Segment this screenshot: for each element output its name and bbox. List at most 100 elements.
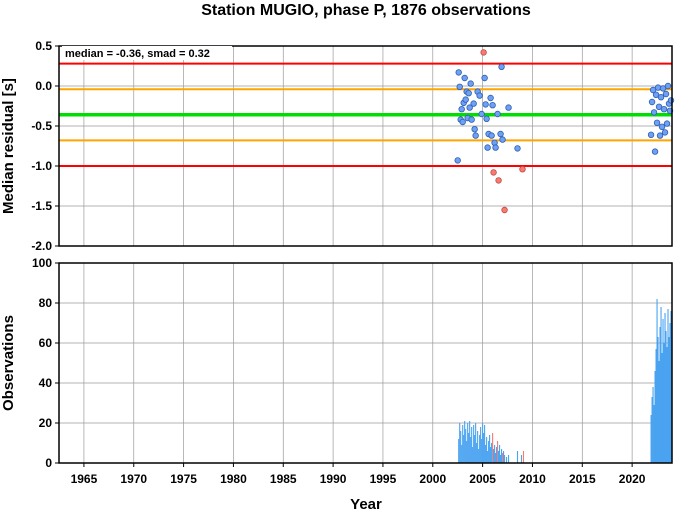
residual-point xyxy=(647,131,655,138)
residual-point xyxy=(667,97,675,104)
x-tick-label: 2000 xyxy=(419,472,446,486)
residual-point xyxy=(467,80,474,87)
observation-bar xyxy=(651,397,653,463)
observations-plot-background xyxy=(59,263,672,463)
residual-y-tick-label: 0.0 xyxy=(35,79,52,93)
residual-point xyxy=(656,132,664,139)
observation-bar xyxy=(458,439,460,463)
observation-bar xyxy=(653,405,655,463)
x-tick-label: 2010 xyxy=(519,472,546,486)
residual-point xyxy=(660,105,668,113)
observation-bar xyxy=(662,319,664,463)
observation-bar xyxy=(468,433,470,463)
observation-bar xyxy=(660,307,662,463)
observation-bar xyxy=(493,449,495,463)
observation-bar xyxy=(484,425,486,463)
observation-bar xyxy=(491,443,493,463)
observations-y-tick-label: 100 xyxy=(32,256,52,270)
observation-bar xyxy=(476,443,478,463)
observation-bar xyxy=(655,349,657,463)
observation-bar xyxy=(668,337,670,463)
observation-bar xyxy=(658,361,660,463)
observations-y-axis-label: Observations xyxy=(0,315,17,411)
x-tick-label: 1970 xyxy=(120,472,147,486)
residual-plot-background xyxy=(59,46,672,246)
observation-bar xyxy=(494,445,496,463)
residual-point xyxy=(655,103,663,110)
observation-bar xyxy=(502,451,505,463)
observation-bar xyxy=(480,427,482,463)
residual-point xyxy=(487,94,494,102)
observations-y-tick-label: 40 xyxy=(39,376,53,390)
observations-grid xyxy=(59,262,672,464)
observation-bar xyxy=(665,331,667,463)
x-axis-label: Year xyxy=(350,496,382,511)
residual-point xyxy=(455,69,462,76)
observation-bar xyxy=(482,423,484,463)
residual-reference-lines xyxy=(59,62,672,167)
residual-point xyxy=(648,98,656,106)
residual-point xyxy=(492,144,499,151)
residual-point xyxy=(462,96,469,103)
residual-point xyxy=(456,83,463,90)
observations-y-tick-label: 20 xyxy=(39,416,53,430)
observation-bar xyxy=(471,427,473,463)
observation-bar xyxy=(650,415,652,463)
residual-point xyxy=(461,74,468,82)
outlier-point xyxy=(495,177,502,184)
observation-bar xyxy=(489,435,491,463)
observation-bar xyxy=(470,437,472,463)
observation-bar xyxy=(459,423,461,463)
x-tick-label: 1985 xyxy=(270,472,297,486)
observations-y-tick-label: 80 xyxy=(39,296,53,310)
observation-bar xyxy=(498,451,500,463)
outlier-bar xyxy=(522,451,525,463)
observations-y-tick-label: 60 xyxy=(39,336,53,350)
residual-point xyxy=(476,92,483,99)
residual-point xyxy=(470,100,477,107)
observation-bar xyxy=(516,451,519,463)
residual-y-axis-label: Median residual [s] xyxy=(0,78,17,214)
observation-bar xyxy=(465,429,467,463)
observation-bar xyxy=(661,353,663,463)
observation-bar xyxy=(652,387,654,463)
residual-point xyxy=(505,104,512,111)
outlier-bar xyxy=(497,441,499,463)
observation-bar xyxy=(469,421,471,463)
x-tick-label: 2015 xyxy=(569,472,596,486)
residual-point xyxy=(471,125,478,133)
residual-panel: 0.5 0.0 -0.5 -1.0 -1.5 -2.0 median = -0.36, s… xyxy=(0,39,675,253)
observation-bar xyxy=(460,431,462,463)
observation-bar xyxy=(501,449,503,463)
observation-bar xyxy=(478,449,480,463)
x-tick-label: 1995 xyxy=(370,472,397,486)
residual-point xyxy=(657,93,665,101)
observations-y-ticks: 0 20 40 60 80 100 xyxy=(32,256,59,470)
x-tick-label: 2020 xyxy=(619,472,646,486)
residual-y-tick-label: 0.5 xyxy=(35,39,52,53)
observation-bar xyxy=(472,447,474,463)
observation-bar xyxy=(656,299,658,463)
residual-point xyxy=(488,132,495,139)
residual-point xyxy=(498,63,505,70)
residual-point xyxy=(454,157,461,164)
residual-point xyxy=(659,85,667,92)
outlier-point xyxy=(519,165,526,173)
residual-point xyxy=(481,74,488,82)
observation-bar xyxy=(467,423,469,463)
residual-point xyxy=(664,82,672,90)
residual-y-ticks: 0.5 0.0 -0.5 -1.0 -1.5 -2.0 xyxy=(31,39,59,253)
residual-point xyxy=(489,101,496,109)
residual-y-tick-label: -0.5 xyxy=(31,119,52,133)
outlier-point xyxy=(480,49,487,56)
residual-point xyxy=(466,104,473,111)
observation-bar xyxy=(507,455,510,463)
x-tick-label: 1975 xyxy=(170,472,197,486)
residual-point xyxy=(650,109,658,116)
observation-bar xyxy=(490,447,492,463)
residual-point xyxy=(514,145,521,152)
residual-point xyxy=(494,110,501,118)
observations-y-tick-label: 0 xyxy=(45,456,52,470)
residual-y-tick-label: -1.5 xyxy=(31,199,52,213)
residual-y-tick-label: -2.0 xyxy=(31,239,52,253)
